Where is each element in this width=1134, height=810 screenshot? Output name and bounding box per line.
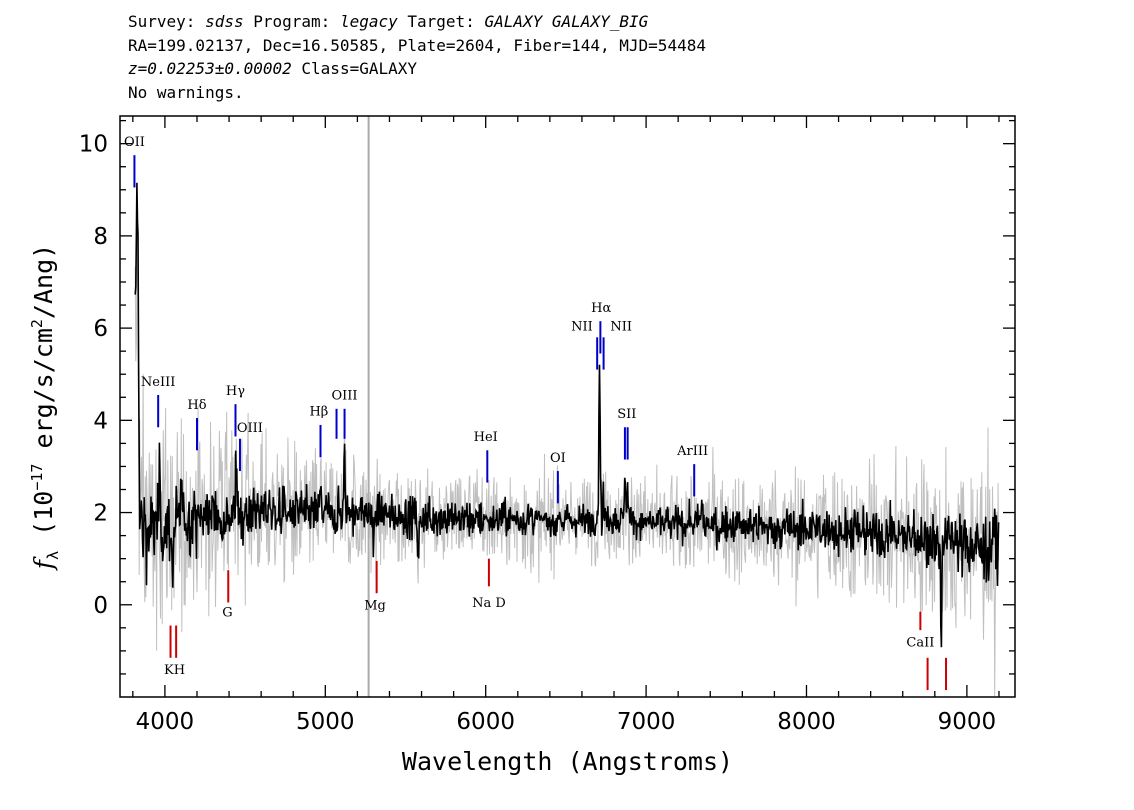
flux-spectrum: [134, 182, 1000, 648]
line-label: HeI: [474, 430, 498, 445]
y-axis-title-lambda: λ: [44, 551, 62, 560]
target-label: Target:: [407, 12, 475, 31]
line-label: SII: [617, 407, 636, 422]
line-label: OI: [550, 451, 566, 466]
x-tick-label: 5000: [296, 709, 355, 735]
y-tick-label: 8: [93, 224, 108, 250]
header-line-warnings: No warnings.: [128, 82, 244, 102]
x-tick-label: 9000: [938, 709, 997, 735]
y-tick-label: 4: [93, 408, 108, 434]
program-label: Program:: [253, 12, 331, 31]
plot-frame: [119, 115, 1016, 698]
y-axis-title-sq: 2: [28, 319, 46, 328]
line-label: Hβ: [309, 405, 328, 420]
line-markers: OII NeIII Hδ Hγ OIII Hβ OIII HeI OI NII Hα NII SII Ar…: [124, 135, 948, 691]
line-label: OII: [124, 135, 145, 150]
line-label: Hδ: [187, 398, 206, 413]
line-label: OIII: [332, 389, 358, 404]
line-label: NeIII: [141, 375, 175, 390]
y-tick-label: 0: [93, 593, 108, 619]
header-line-survey: Survey: sdss Program: legacy Target: GAL…: [128, 10, 706, 34]
x-tick-label: 4000: [136, 709, 195, 735]
y-axis-title-unit2: erg/s/cm: [29, 328, 58, 463]
target-value: GALAXY GALAXY_BIG: [484, 12, 649, 31]
line-label: CaII: [906, 635, 934, 650]
survey-label: Survey:: [128, 12, 196, 31]
flux-trace: [134, 182, 1000, 648]
header-line-coords: RA=199.02137, Dec=16.50585, Plate=2604, …: [128, 35, 706, 55]
axis-ticks: 4000 5000 6000 7000 8000 9000 0 2 4 6 8 10: [79, 116, 1015, 735]
y-axis-title-unit1: (10: [29, 491, 58, 551]
header-line-redshift: z=0.02253±0.00002 Class=GALAXY: [128, 57, 706, 81]
class-value: Class=GALAXY: [301, 59, 417, 78]
line-label: Mg: [364, 598, 386, 613]
redshift-value: z=0.02253±0.00002: [128, 59, 292, 78]
line-label: Hγ: [226, 384, 245, 399]
line-label: Hα: [591, 301, 611, 316]
y-tick-label: 10: [79, 132, 108, 158]
error-spectrum: [134, 199, 1000, 697]
program-value: legacy: [339, 12, 398, 31]
error-trace: [134, 199, 1000, 697]
y-axis-title: fλ (10−17 erg/s/cm2/Ang): [28, 244, 62, 571]
line-label: ArIII: [676, 444, 708, 459]
line-label: OIII: [237, 421, 263, 436]
y-axis-title-f: f: [29, 556, 58, 571]
survey-value: sdss: [205, 12, 244, 31]
x-tick-label: 8000: [777, 709, 836, 735]
line-label: NII: [610, 319, 632, 334]
line-label: G: [222, 605, 232, 620]
x-tick-label: 6000: [456, 709, 515, 735]
x-axis-title: Wavelength (Angstroms): [402, 747, 733, 776]
line-label: Na D: [472, 596, 506, 611]
line-label: KH: [164, 663, 185, 678]
y-tick-label: 6: [93, 316, 108, 342]
spectrum-header: Survey: sdss Program: legacy Target: GAL…: [128, 10, 706, 104]
y-tick-label: 2: [93, 501, 108, 527]
x-tick-label: 7000: [617, 709, 676, 735]
y-axis-title-exp: −17: [28, 464, 46, 491]
line-label: NII: [571, 319, 593, 334]
y-axis-title-unit3: /Ang): [29, 244, 58, 319]
